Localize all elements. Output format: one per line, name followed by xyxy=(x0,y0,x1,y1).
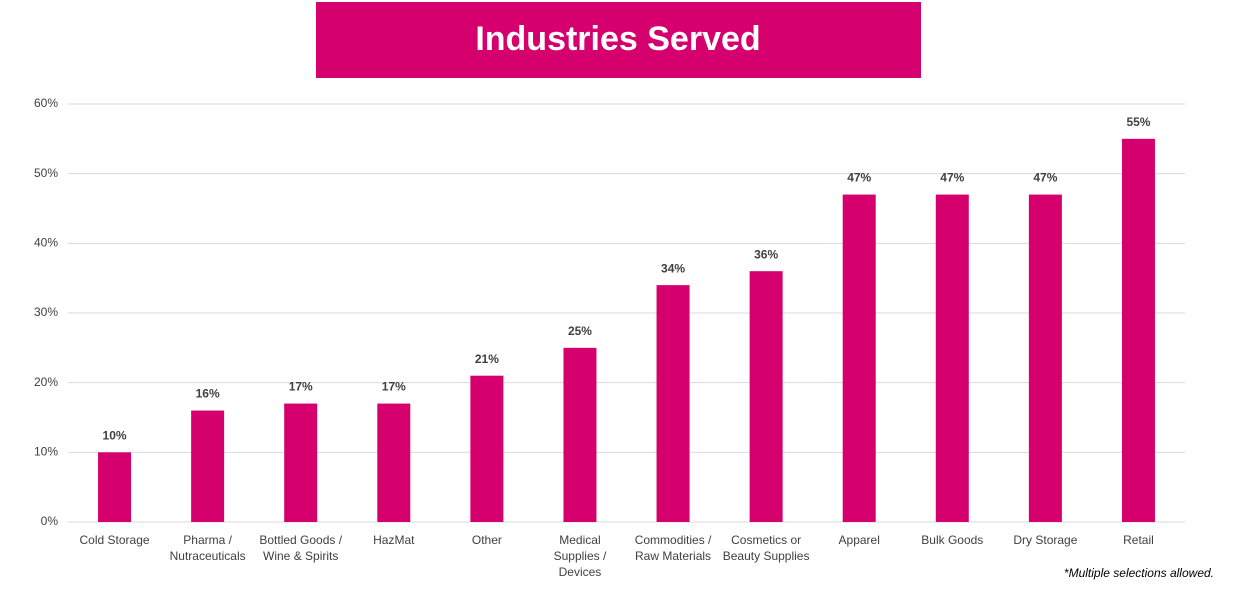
x-tick-label: Dry Storage xyxy=(1013,533,1077,547)
data-label: 10% xyxy=(103,429,127,443)
x-tick-label: HazMat xyxy=(373,533,415,547)
data-label: 55% xyxy=(1126,115,1150,129)
bar xyxy=(284,403,318,522)
x-tick-label: Other xyxy=(472,533,502,547)
bar xyxy=(842,194,876,523)
y-tick-label: 10% xyxy=(34,445,58,459)
data-label: 47% xyxy=(847,171,871,185)
y-tick-label: 30% xyxy=(34,305,58,319)
data-label: 16% xyxy=(196,387,220,401)
data-label: 25% xyxy=(568,324,592,338)
data-label: 47% xyxy=(1033,171,1057,185)
data-label: 34% xyxy=(661,261,685,275)
x-tick-label: Commodities / Raw Materials xyxy=(635,533,712,563)
title-banner xyxy=(316,2,921,78)
chart-title: Industries Served xyxy=(475,20,760,58)
x-tick-label: Cold Storage xyxy=(80,533,150,547)
data-label: 17% xyxy=(382,380,406,394)
data-label: 17% xyxy=(289,380,313,394)
bar xyxy=(1028,194,1062,523)
bar xyxy=(470,375,504,522)
data-label: 36% xyxy=(754,247,778,261)
x-tick-label: Cosmetics or Beauty Supplies xyxy=(723,533,810,563)
y-tick-label: 60% xyxy=(34,96,58,110)
x-tick-label: Bottled Goods / Wine & Spirits xyxy=(259,533,342,563)
footnote: *Multiple selections allowed. xyxy=(1064,566,1214,580)
bar xyxy=(98,452,132,522)
data-label: 21% xyxy=(475,352,499,366)
y-tick-label: 0% xyxy=(41,514,59,528)
bar xyxy=(191,410,225,522)
x-tick-label: Retail xyxy=(1123,533,1154,547)
x-tick-label: Pharma / Nutraceuticals xyxy=(170,533,246,563)
bar xyxy=(656,285,690,522)
bar xyxy=(749,271,783,522)
bar xyxy=(1121,138,1155,523)
y-tick-label: 40% xyxy=(34,236,58,250)
bar xyxy=(935,194,969,523)
x-tick-label: Apparel xyxy=(839,533,880,547)
bar xyxy=(377,403,411,522)
y-tick-label: 20% xyxy=(34,375,58,389)
x-tick-label: Bulk Goods xyxy=(921,533,983,547)
data-label: 47% xyxy=(940,171,964,185)
x-tick-label: Medical Supplies / Devices xyxy=(554,533,607,579)
y-tick-label: 50% xyxy=(34,166,58,180)
bar xyxy=(563,347,597,522)
